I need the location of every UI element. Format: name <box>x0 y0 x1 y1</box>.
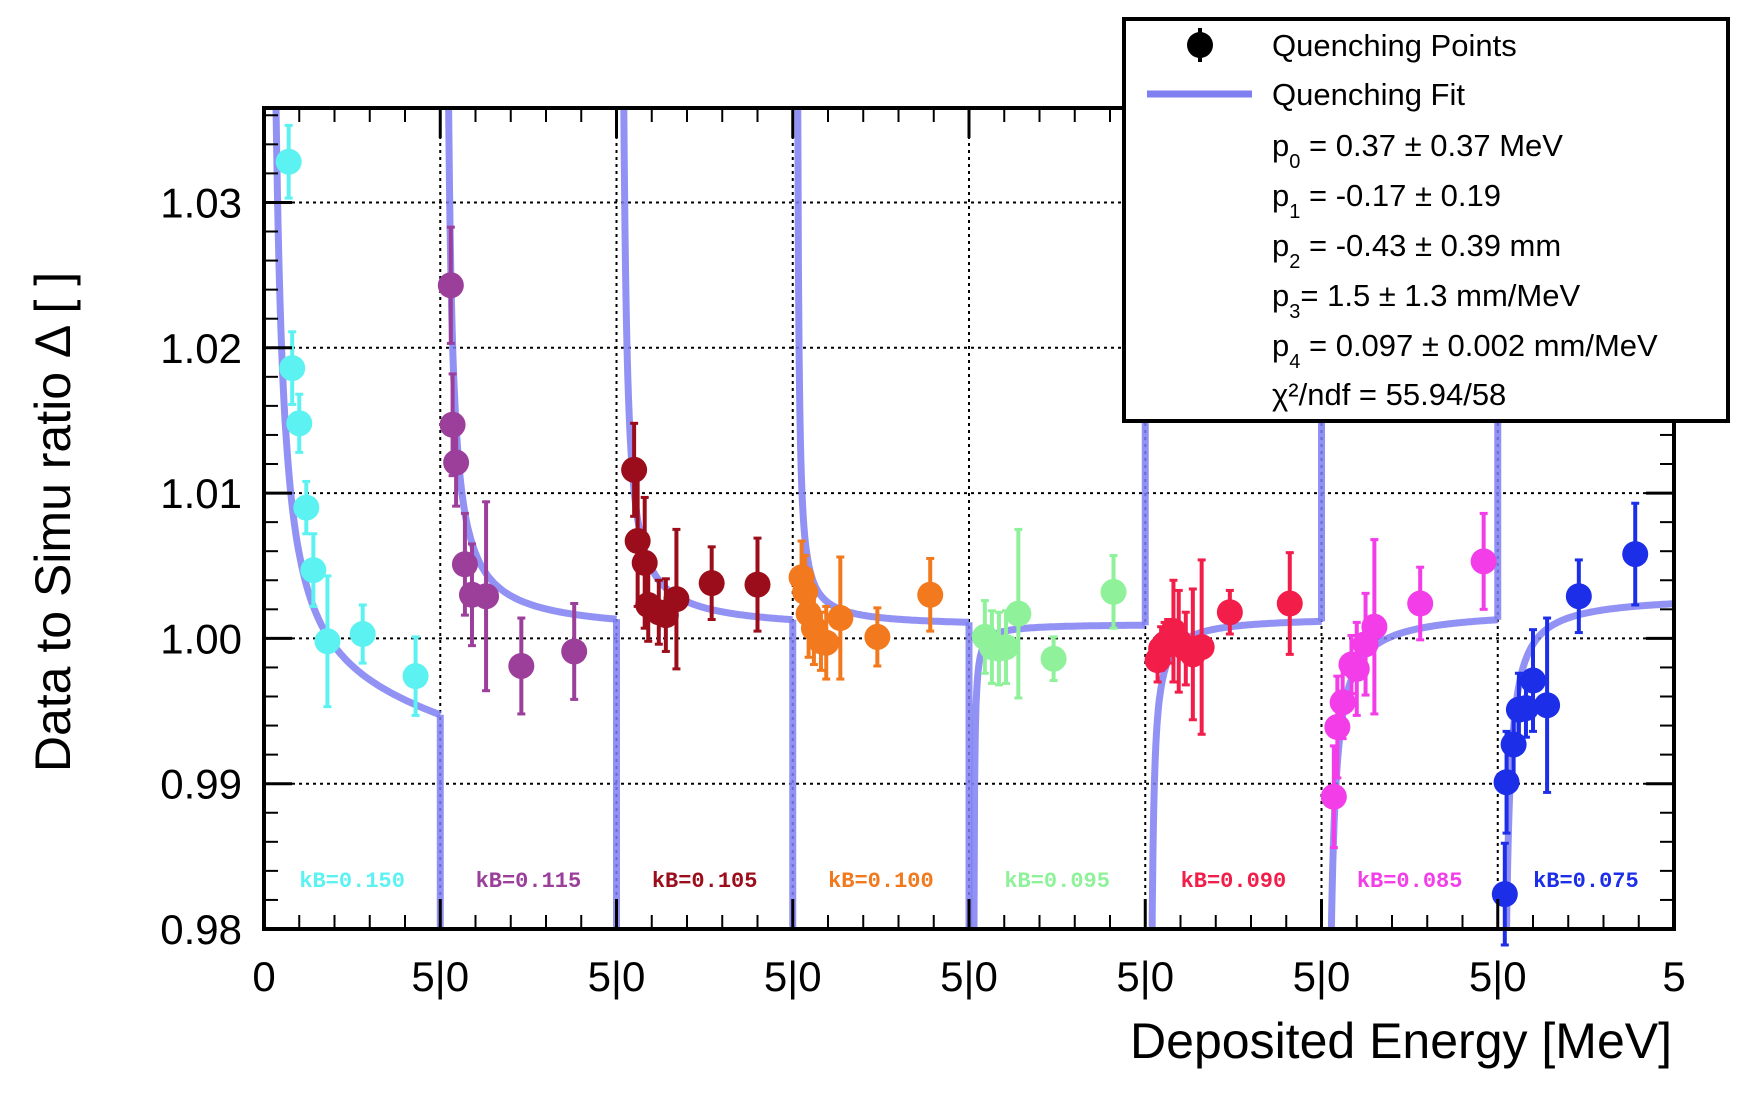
series-kB=0.085 <box>1320 511 1497 850</box>
y-tick-label: 0.99 <box>160 761 242 808</box>
panel-label-kb: kB=0.090 <box>1181 869 1287 894</box>
data-point <box>621 456 648 483</box>
data-point <box>349 621 376 648</box>
legend-box <box>1122 17 1730 423</box>
data-point <box>1216 599 1243 626</box>
data-point <box>744 571 771 598</box>
data-point <box>813 629 840 656</box>
series-kB=0.115 <box>437 225 588 716</box>
y-tick-label: 0.98 <box>160 906 242 953</box>
data-point <box>314 628 341 655</box>
y-tick-label: 1.00 <box>160 615 242 662</box>
series-kB=0.150 <box>275 123 429 717</box>
data-point <box>1343 655 1370 682</box>
fit-curve <box>445 108 617 623</box>
x-tick-label: 0 <box>252 953 275 1000</box>
data-point <box>1188 634 1215 661</box>
data-point <box>300 557 327 584</box>
series-kB=0.090 <box>1144 551 1303 736</box>
data-point <box>1520 667 1546 694</box>
data-point <box>917 581 944 608</box>
data-point <box>508 652 535 679</box>
data-points <box>275 123 1649 947</box>
fit-curve <box>1503 600 1674 929</box>
data-point <box>473 583 500 610</box>
data-point <box>402 663 429 690</box>
data-point <box>451 551 478 578</box>
y-tick-label: 1.01 <box>160 470 242 517</box>
fit-curve <box>970 621 1146 929</box>
data-point <box>439 411 466 438</box>
legend-param: p0 = 0.37 ± 0.37 MeV <box>1272 128 1563 173</box>
panel-label-kb: kB=0.095 <box>1004 869 1110 894</box>
panel-labels: 0.98 0.99 1.00 1.01 1.02 1.03 0 5|0 5|0 5|0 5|0 5|0… <box>160 179 1685 1000</box>
panel-label-kb: kB=0.100 <box>828 869 934 894</box>
panel-label-kb: kB=0.115 <box>476 869 582 894</box>
legend-params: p0 = 0.37 ± 0.37 MeV p1 = -0.17 ± 0.19 p2 … <box>1272 128 1658 373</box>
legend-points-label: Quenching Points <box>1272 28 1517 63</box>
series-kB=0.075 <box>1491 501 1649 947</box>
data-point <box>1276 590 1303 617</box>
series-kB=0.105 <box>621 421 771 671</box>
legend-param: p1 = -0.17 ± 0.19 <box>1272 178 1501 223</box>
x-tick-label: 5|0 <box>1293 953 1351 1000</box>
x-tick-label: 5|0 <box>1116 953 1174 1000</box>
data-point <box>631 549 658 576</box>
data-point <box>698 570 725 597</box>
data-point <box>437 272 464 299</box>
legend-marker-point <box>1187 32 1213 58</box>
data-point <box>279 355 306 382</box>
data-point <box>1491 881 1518 908</box>
data-point <box>1040 645 1067 672</box>
x-tick-label: 5|0 <box>764 953 822 1000</box>
fit-curve <box>794 108 969 626</box>
panel-label-kb: kB=0.150 <box>299 869 405 894</box>
data-point <box>663 586 690 613</box>
data-point <box>1622 541 1649 568</box>
x-axis-label: Deposited Energy [MeV] <box>1130 1013 1672 1069</box>
legend-fit-label: Quenching Fit <box>1272 77 1465 112</box>
data-point <box>993 634 1020 661</box>
legend-chi2: χ²/ndf = 55.94/58 <box>1272 377 1506 412</box>
x-tick-label: 5|0 <box>411 953 469 1000</box>
data-point <box>864 623 891 650</box>
data-point <box>827 605 854 632</box>
fit-curve <box>1148 617 1322 929</box>
panel-label-kb: kB=0.085 <box>1357 869 1463 894</box>
data-point <box>286 410 313 437</box>
panel-label-kb: kB=0.075 <box>1533 869 1639 894</box>
data-point <box>1329 689 1356 716</box>
data-point <box>1534 692 1561 719</box>
x-tick-label: 5|0 <box>940 953 998 1000</box>
y-tick-label: 1.03 <box>160 179 242 226</box>
series-kB=0.100 <box>788 539 944 681</box>
data-point <box>1100 578 1127 605</box>
data-point <box>1407 590 1434 617</box>
x-tick-label: 5 <box>1662 953 1685 1000</box>
data-point <box>443 449 470 476</box>
panel-label-kb: kB=0.105 <box>652 869 758 894</box>
data-point <box>275 148 302 175</box>
series-kB=0.095 <box>971 527 1127 700</box>
data-point <box>1565 583 1592 610</box>
legend-param: p4 = 0.097 ± 0.002 mm/MeV <box>1272 328 1658 373</box>
data-point <box>1470 548 1497 575</box>
x-tick-label: 5|0 <box>588 953 646 1000</box>
x-tick-label: 5|0 <box>1469 953 1527 1000</box>
legend-param: p2 = -0.43 ± 0.39 mm <box>1272 228 1561 273</box>
fit-curve <box>272 108 442 719</box>
data-point <box>792 578 819 605</box>
data-point <box>1361 613 1388 640</box>
legend-param: p3= 1.5 ± 1.3 mm/MeV <box>1272 278 1580 323</box>
legend: Quenching Points Quenching Fit p0 = 0.37… <box>1122 17 1730 423</box>
data-point <box>1320 783 1347 810</box>
fit-curve <box>620 108 793 624</box>
data-point <box>1324 714 1351 741</box>
data-point <box>1005 600 1032 627</box>
data-point <box>561 638 588 665</box>
data-point <box>293 494 320 521</box>
y-axis-label: Data to Simu ratio Δ [ ] <box>25 272 81 772</box>
y-tick-label: 1.02 <box>160 325 242 372</box>
